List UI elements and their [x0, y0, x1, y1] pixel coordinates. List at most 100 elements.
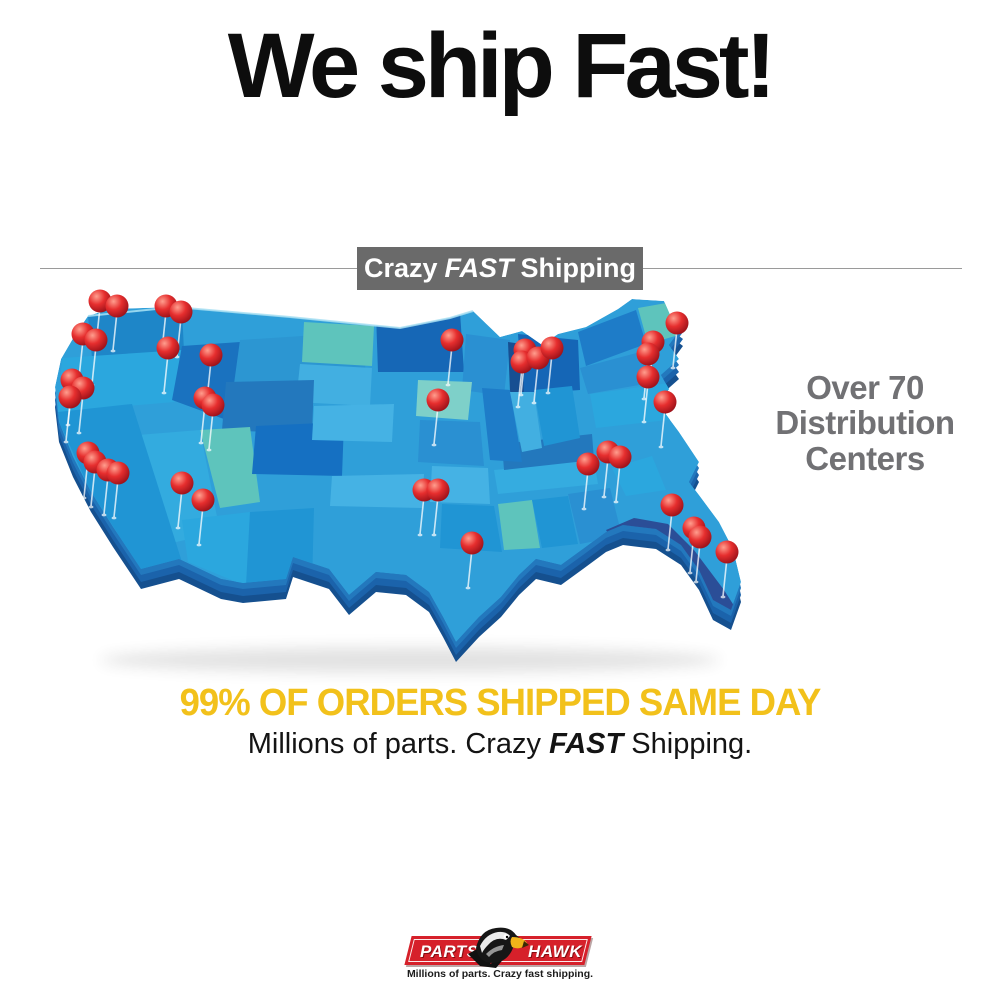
- pin-needle: [78, 393, 84, 433]
- pin-needle: [91, 345, 97, 385]
- partshawk-logo: PARTS HAWK Millions of parts. Crazy fast…: [404, 922, 593, 982]
- state-patch: [200, 427, 260, 508]
- pin-needle: [547, 353, 553, 393]
- pin-needle: [419, 495, 425, 535]
- pin-needle-foot: [687, 571, 693, 575]
- pin-needle-foot: [581, 507, 587, 511]
- pin-needle-foot: [641, 397, 647, 401]
- state-patch: [580, 350, 656, 394]
- pin-needle: [177, 488, 183, 528]
- state-patch: [418, 420, 484, 466]
- pin-head: [540, 336, 564, 360]
- pin-needle-foot: [81, 496, 87, 500]
- pin-head: [715, 540, 739, 564]
- pin-needle: [667, 510, 673, 550]
- map-pin: [715, 540, 739, 599]
- distribution-line-1: Over 70: [806, 369, 924, 406]
- map-pin: [191, 488, 215, 547]
- state-patch: [182, 512, 250, 586]
- pin-needle-foot: [720, 595, 726, 599]
- pin-needle-foot: [601, 495, 607, 499]
- map-pin: [660, 493, 684, 552]
- state-patch: [534, 386, 580, 446]
- pin-head: [106, 461, 130, 485]
- hawk-icon: [468, 927, 529, 968]
- pin-needle: [198, 505, 204, 545]
- state-patch: [532, 496, 578, 548]
- pin-needle-foot: [465, 586, 471, 590]
- pin-head: [84, 328, 108, 352]
- pin-head: [660, 493, 684, 517]
- pin-needle: [90, 467, 96, 507]
- pin-needle: [112, 311, 118, 351]
- pin-needle-foot: [76, 431, 82, 435]
- divider-line-left: [40, 268, 357, 269]
- pin-needle: [615, 462, 621, 502]
- map-pin: [58, 385, 82, 444]
- map-pin: [440, 328, 464, 387]
- pin-needle-foot: [431, 533, 437, 537]
- pin-needle: [163, 353, 169, 393]
- state-patch: [302, 322, 374, 366]
- tagline-fast: FAST: [549, 728, 624, 760]
- state-patch: [312, 404, 394, 442]
- map-pin: [170, 471, 194, 530]
- pin-head: [460, 531, 484, 555]
- banner-text-prefix: Crazy: [363, 253, 438, 283]
- pin-needle-foot: [445, 383, 451, 387]
- distribution-line-2: Distribution: [775, 404, 955, 442]
- tagline-suffix: Shipping.: [623, 728, 753, 760]
- pin-needle: [208, 410, 214, 450]
- pin-head: [426, 478, 450, 502]
- distribution-centers-text: Over 70 Distribution Centers: [760, 370, 970, 476]
- pin-head: [688, 525, 712, 549]
- pin-layer: [58, 289, 739, 599]
- pin-needle: [467, 548, 473, 588]
- tagline-text: Millions of parts. Crazy FAST Shipping.: [0, 728, 1000, 761]
- pin-head: [156, 336, 180, 360]
- pin-needle-foot: [161, 391, 167, 395]
- pin-needle: [103, 475, 109, 515]
- pin-needle: [433, 495, 439, 535]
- us-map-illustration: [55, 289, 741, 673]
- map-pin: [653, 390, 677, 449]
- map-pin: [688, 525, 712, 584]
- pin-head: [169, 300, 193, 324]
- divider-line-right: [643, 268, 962, 269]
- pin-needle-foot: [613, 500, 619, 504]
- pin-needle-foot: [515, 405, 521, 409]
- page-title: We ship Fast!: [227, 15, 776, 117]
- pin-head: [426, 388, 450, 412]
- same-day-headline: 99% OF ORDERS SHIPPED SAME DAY: [179, 682, 822, 724]
- distribution-line-3: Centers: [805, 439, 925, 477]
- pin-needle-foot: [641, 420, 647, 424]
- pin-needle: [672, 328, 678, 368]
- pin-head: [58, 385, 82, 409]
- state-patch: [498, 500, 540, 550]
- pin-head: [665, 311, 689, 335]
- pin-needle-foot: [693, 580, 699, 584]
- pin-needle-foot: [206, 448, 212, 452]
- pin-head: [105, 294, 129, 318]
- map-pin: [426, 478, 450, 537]
- state-patch: [222, 380, 314, 434]
- pin-head: [199, 343, 223, 367]
- map-pin: [636, 365, 660, 424]
- map-shadow: [100, 647, 720, 673]
- tagline-prefix: Millions of parts. Crazy: [247, 728, 550, 760]
- state-patch: [494, 460, 598, 494]
- state-patch: [296, 364, 372, 406]
- pin-needle-foot: [175, 526, 181, 530]
- pin-head: [191, 488, 215, 512]
- pin-needle-foot: [545, 391, 551, 395]
- pin-needle: [447, 345, 453, 385]
- map-pin: [426, 388, 450, 447]
- pin-needle-foot: [101, 513, 107, 517]
- pin-needle-foot: [670, 366, 676, 370]
- logo-hawk-label: HAWK: [528, 942, 582, 961]
- pin-needle-foot: [431, 443, 437, 447]
- pin-needle-foot: [63, 440, 69, 444]
- pin-head: [653, 390, 677, 414]
- map-pin: [576, 452, 600, 511]
- map-pin: [665, 311, 689, 370]
